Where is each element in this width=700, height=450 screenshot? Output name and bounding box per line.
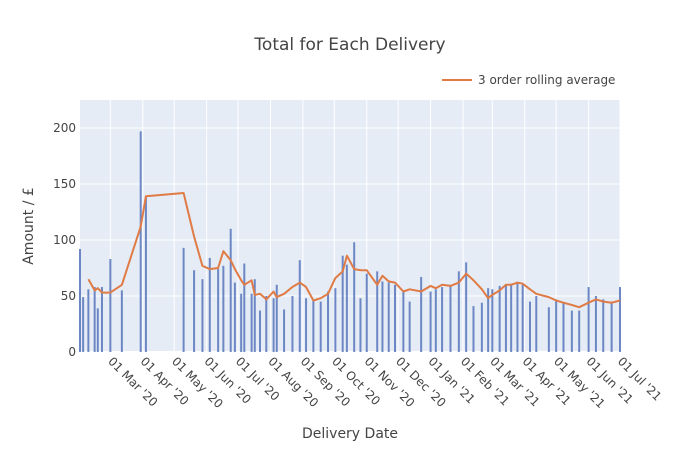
delivery-bar [283,309,286,352]
delivery-bar [93,287,96,352]
delivery-bar [594,296,597,352]
delivery-bar [217,269,220,352]
delivery-bar [250,293,253,352]
delivery-bar [457,271,460,352]
delivery-bar [619,287,621,352]
chart-title: Total for Each Delivery [253,35,445,55]
delivery-bar [376,271,379,352]
delivery-bar [365,273,368,352]
delivery-bar [441,287,444,352]
delivery-bar [259,310,261,352]
delivery-bar [229,228,232,352]
delivery-bar [291,296,294,352]
delivery-bar [327,291,330,352]
x-axis-title: Delivery Date [302,426,398,442]
delivery-bar [429,291,432,352]
delivery-bar [602,299,605,352]
delivery-bar [275,284,278,352]
delivery-bar [79,248,81,352]
delivery-bar [265,296,268,352]
delivery-bar [487,288,490,352]
delivery-bar [381,281,384,352]
delivery-bar [120,290,123,352]
delivery-bar [109,259,112,352]
rolling-average-line [87,192,621,309]
delivery-bar [100,287,103,352]
delivery-bar [139,131,142,352]
delivery-bar [298,260,301,352]
legend-label: 3 order rolling average [478,73,615,87]
delivery-bar [193,270,196,352]
delivery-bar [253,279,256,352]
delivery-bar [208,257,211,352]
plot-area [80,100,620,352]
delivery-bar [402,290,405,352]
delivery-bar [516,282,519,352]
delivery-bar [353,242,356,352]
delivery-bar [449,284,452,352]
delivery-bar [535,296,538,352]
y-tick-label: 150 [53,177,76,191]
delivery-bar [465,262,468,352]
delivery-bar [587,287,590,352]
y-tick-label: 200 [53,121,76,135]
delivery-bar [498,285,501,352]
delivery-bar [521,284,524,352]
y-tick-label: 0 [68,345,76,359]
delivery-bar [408,301,411,352]
delivery-bar [341,255,344,352]
delivery-bar [529,301,531,352]
delivery-bar [182,247,185,352]
delivery-bar [434,289,437,352]
rolling-average-series [87,192,621,309]
delivery-bar [555,299,558,352]
delivery-bar [243,263,246,352]
delivery-bar [334,288,337,352]
y-axis-ticks: 0 50 100 150 200 [53,121,76,359]
delivery-bar [240,293,243,352]
y-tick-label: 50 [61,289,76,303]
delivery-bar [305,298,308,352]
delivery-bar [87,289,90,352]
delivery-bar [394,284,396,352]
delivery-bar [510,283,513,352]
y-axis-title: Amount / £ [21,187,37,265]
delivery-bar [562,302,565,352]
delivery-bar [491,289,494,352]
delivery-bar [82,297,85,352]
delivery-bar [480,302,483,352]
delivery-bar [96,308,99,352]
delivery-bar [319,301,322,352]
delivery-bar [387,282,390,352]
bar-series [79,131,621,352]
delivery-bar [504,284,507,352]
delivery-bar [222,265,225,352]
delivery-bar [312,300,315,352]
delivery-bar [547,307,550,352]
delivery-bar [472,306,475,352]
delivery-bar [610,301,613,352]
delivery-bar [201,279,204,352]
delivery-bar [570,310,573,352]
delivery-bar [578,310,581,352]
delivery-bar [144,197,147,352]
delivery-bar [272,298,275,352]
delivery-bar [359,298,362,352]
y-tick-label: 100 [53,233,76,247]
legend: 3 order rolling average [442,73,615,87]
delivery-bar [233,282,236,352]
delivery-bar [345,264,348,352]
delivery-bar [420,276,423,352]
